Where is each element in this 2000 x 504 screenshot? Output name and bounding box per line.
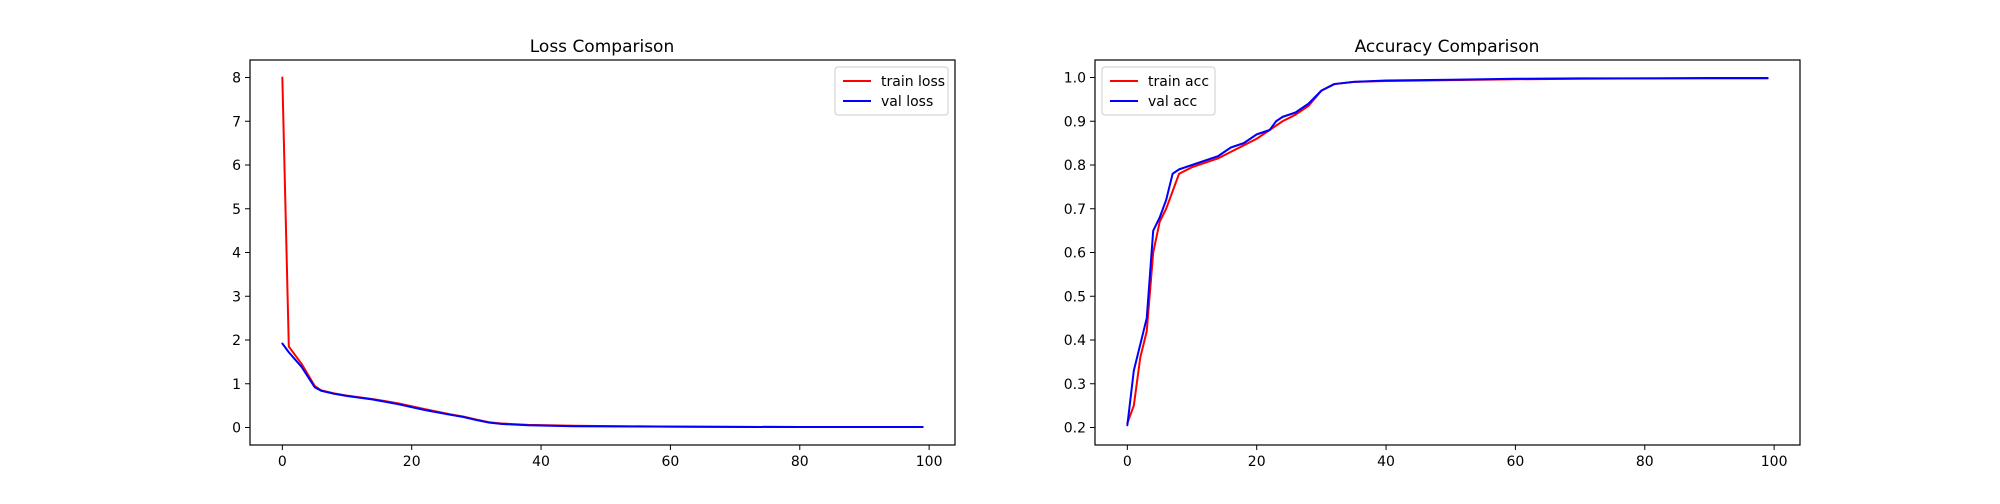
loss-legend-label: train loss bbox=[881, 74, 945, 90]
accuracy-x-tick-label: 100 bbox=[1761, 454, 1788, 470]
accuracy-chart-y-axis: 0.2 0.3 0.4 0.5 0.6 0.7 0.8 0.9 1.0 bbox=[1064, 71, 1095, 437]
accuracy-y-tick-label: 0.5 bbox=[1064, 289, 1086, 305]
loss-y-tick-label: 4 bbox=[232, 246, 241, 262]
accuracy-x-tick-label: 80 bbox=[1636, 454, 1654, 470]
accuracy-y-tick-label: 0.7 bbox=[1064, 202, 1086, 218]
loss-y-tick-label: 3 bbox=[232, 289, 241, 305]
loss-x-tick-label: 40 bbox=[532, 454, 550, 470]
accuracy-legend-box bbox=[1101, 66, 1216, 116]
loss-chart: Loss Comparison 0 20 40 60 80 100 0 1 2 3 4 5 6 7 8 t… bbox=[232, 37, 956, 470]
loss-chart-title: Loss Comparison bbox=[530, 37, 674, 57]
accuracy-x-tick-label: 60 bbox=[1506, 454, 1524, 470]
loss-y-tick-label: 6 bbox=[232, 158, 241, 174]
loss-chart-series bbox=[281, 76, 924, 429]
accuracy-x-tick-label: 40 bbox=[1377, 454, 1395, 470]
loss-y-tick-label: 0 bbox=[232, 421, 241, 437]
loss-x-tick-label: 100 bbox=[916, 454, 943, 470]
accuracy-chart-title: Accuracy Comparison bbox=[1355, 37, 1540, 57]
accuracy-chart-plot-area bbox=[1094, 59, 1801, 446]
loss-series-val-loss bbox=[281, 342, 924, 429]
accuracy-chart: Accuracy Comparison 0 20 40 60 80 100 0.20.30… bbox=[1064, 37, 1801, 470]
accuracy-legend-label: val acc bbox=[1148, 94, 1197, 110]
accuracy-chart-x-axis: 0 20 40 60 80 100 bbox=[1123, 445, 1788, 470]
loss-legend-label: val loss bbox=[881, 94, 933, 110]
loss-y-tick-label: 1 bbox=[232, 377, 241, 393]
accuracy-x-tick-label: 20 bbox=[1248, 454, 1266, 470]
loss-legend-box bbox=[834, 66, 949, 116]
loss-x-tick-label: 20 bbox=[403, 454, 421, 470]
accuracy-chart-legend: train acc val acc bbox=[1101, 66, 1216, 116]
accuracy-series-val-acc bbox=[1126, 76, 1769, 427]
loss-y-tick-label: 2 bbox=[232, 333, 241, 349]
loss-chart-y-axis: 0 1 2 3 4 5 6 7 8 bbox=[232, 71, 250, 437]
accuracy-y-tick-label: 0.9 bbox=[1064, 114, 1086, 130]
loss-y-tick-label: 5 bbox=[232, 202, 241, 218]
loss-chart-plot-area bbox=[249, 59, 956, 446]
loss-x-tick-label: 0 bbox=[278, 454, 287, 470]
loss-x-tick-label: 80 bbox=[791, 454, 809, 470]
loss-series-train-loss bbox=[281, 76, 924, 429]
accuracy-chart-series bbox=[1126, 76, 1769, 427]
accuracy-x-tick-label: 0 bbox=[1123, 454, 1132, 470]
loss-x-tick-label: 60 bbox=[661, 454, 679, 470]
loss-y-tick-label: 8 bbox=[232, 71, 241, 87]
accuracy-legend-label: train acc bbox=[1148, 74, 1209, 90]
accuracy-y-tick-label: 0.4 bbox=[1064, 333, 1086, 349]
accuracy-y-tick-label: 0.3 bbox=[1064, 377, 1086, 393]
loss-y-tick-label: 7 bbox=[232, 114, 241, 130]
accuracy-y-tick-label: 0.2 bbox=[1064, 421, 1086, 437]
loss-chart-legend: train loss val loss bbox=[834, 66, 949, 116]
accuracy-y-tick-label: 0.8 bbox=[1064, 158, 1086, 174]
accuracy-y-tick-label: 0.6 bbox=[1064, 246, 1086, 262]
accuracy-y-tick-label: 1.0 bbox=[1064, 71, 1086, 87]
accuracy-series-train-acc bbox=[1126, 77, 1769, 425]
loss-chart-x-axis: 0 20 40 60 80 100 bbox=[278, 445, 943, 470]
